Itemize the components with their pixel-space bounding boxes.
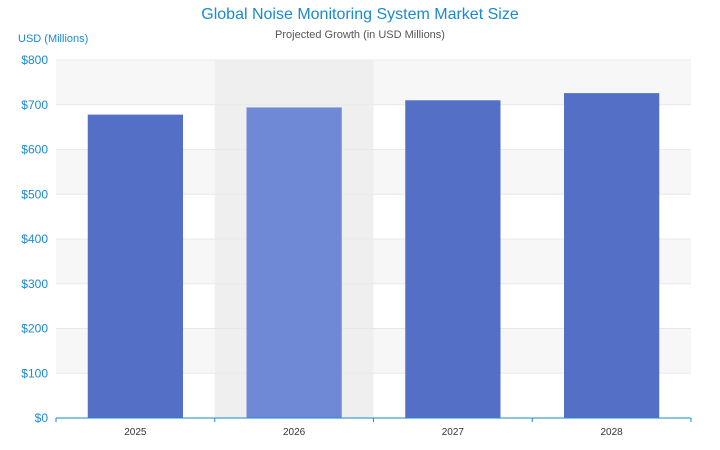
- y-tick-label: $300: [21, 277, 48, 291]
- chart-subtitle: Projected Growth (in USD Millions): [275, 29, 445, 41]
- y-tick-label: $800: [21, 53, 48, 67]
- y-tick-label: $0: [35, 411, 49, 425]
- y-tick-label: $500: [21, 187, 48, 201]
- plot-area: $0 $100 $200 $300 $400 $500 $600 $700 $800 2025 20…: [21, 53, 692, 438]
- y-axis-label: USD (Millions): [18, 33, 88, 45]
- bar-2028: [564, 93, 660, 419]
- x-tick-label: 2028: [601, 427, 624, 438]
- chart-title: Global Noise Monitoring System Market Si…: [201, 6, 519, 23]
- y-tick-label: $200: [21, 322, 48, 336]
- bar-2025: [87, 114, 183, 418]
- bar-2027: [405, 100, 501, 419]
- x-tick-label: 2027: [442, 427, 465, 438]
- y-tick-label: $600: [21, 143, 48, 157]
- x-tick-label: 2026: [283, 427, 306, 438]
- bar-2026: [246, 107, 342, 418]
- y-tick-label: $100: [21, 366, 48, 380]
- x-tick-label: 2025: [124, 427, 147, 438]
- y-tick-label: $700: [21, 98, 48, 112]
- y-tick-label: $400: [21, 232, 48, 246]
